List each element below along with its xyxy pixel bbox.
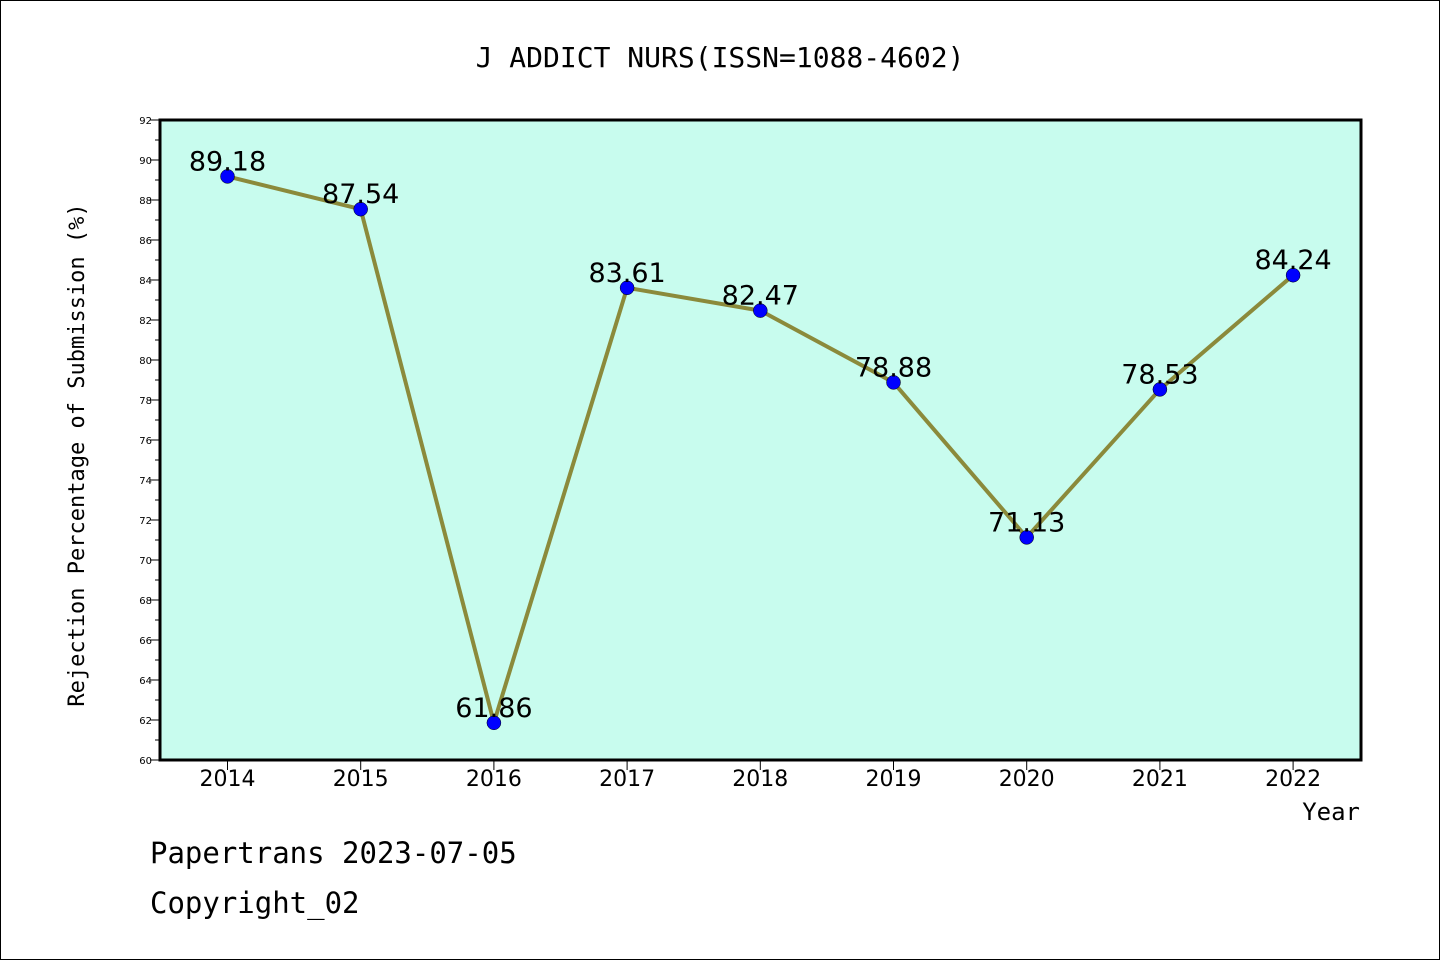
x-tick-label: 2022 (1265, 767, 1321, 792)
x-tick-label: 2014 (200, 767, 256, 792)
y-tick-label: 64 (139, 676, 152, 687)
x-tick-label: 2017 (599, 767, 655, 792)
data-point (1152, 382, 1168, 397)
data-label: 84.24 (1254, 245, 1331, 276)
y-tick-label: 66 (139, 636, 152, 647)
data-label: 87.54 (322, 179, 399, 210)
data-point (886, 375, 901, 390)
data-label: 83.61 (588, 258, 665, 289)
y-tick-label: 70 (139, 556, 152, 567)
chart-title: J ADDICT NURS(ISSN=1088-4602) (476, 41, 965, 74)
y-tick-label: 90 (139, 156, 152, 167)
x-tick-label: 2021 (1132, 767, 1188, 792)
x-axis-label: Year (1302, 798, 1360, 826)
data-label: 71.13 (988, 507, 1065, 538)
y-tick-label: 60 (139, 756, 152, 767)
data-label: 78.88 (855, 352, 932, 383)
y-tick-label: 62 (139, 716, 152, 727)
data-point (220, 169, 235, 184)
y-tick-label: 80 (139, 356, 152, 367)
y-tick-label: 86 (139, 236, 152, 247)
x-tick-label: 2019 (866, 767, 922, 792)
data-point (1285, 267, 1301, 283)
y-axis: 60 62 64 66 68 70 72 74 76 78 80 82 84 86 88 90 92 (139, 116, 160, 767)
data-point (619, 280, 635, 296)
y-tick-label: 92 (139, 116, 152, 127)
series-markers (220, 169, 1301, 731)
x-axis: 2014 2015 2016 2017 2018 2019 2020 2021 2022 (200, 760, 1321, 792)
data-point (486, 715, 502, 731)
y-tick-label: 78 (139, 396, 152, 407)
y-axis-label: Rejection Percentage of Submission (%) (65, 203, 90, 706)
data-label: 78.53 (1121, 359, 1198, 390)
data-point (353, 201, 368, 217)
source-footer: Papertrans 2023-07-05 (150, 836, 517, 870)
y-tick-label: 82 (139, 316, 152, 327)
data-label: 61.86 (455, 693, 532, 724)
x-tick-label: 2015 (333, 767, 389, 792)
y-tick-label: 84 (139, 276, 152, 287)
y-tick-label: 76 (139, 436, 152, 447)
data-label: 89.18 (189, 146, 266, 177)
x-tick-label: 2016 (466, 767, 522, 792)
data-point (1019, 530, 1034, 545)
y-tick-label: 68 (139, 596, 152, 607)
x-tick-label: 2018 (732, 767, 788, 792)
data-point (753, 303, 768, 318)
data-labels: 89.18 87.54 61.86 83.61 82.47 78.88 71.13 78.53… (189, 146, 1332, 723)
x-tick-label: 2020 (999, 767, 1055, 792)
data-label: 82.47 (722, 281, 799, 312)
y-tick-label: 72 (139, 516, 152, 527)
copyright-footer: Copyright_02 (150, 886, 360, 920)
y-tick-label: 88 (139, 196, 152, 207)
plot-area (158, 118, 1363, 762)
y-tick-label: 74 (139, 476, 152, 487)
